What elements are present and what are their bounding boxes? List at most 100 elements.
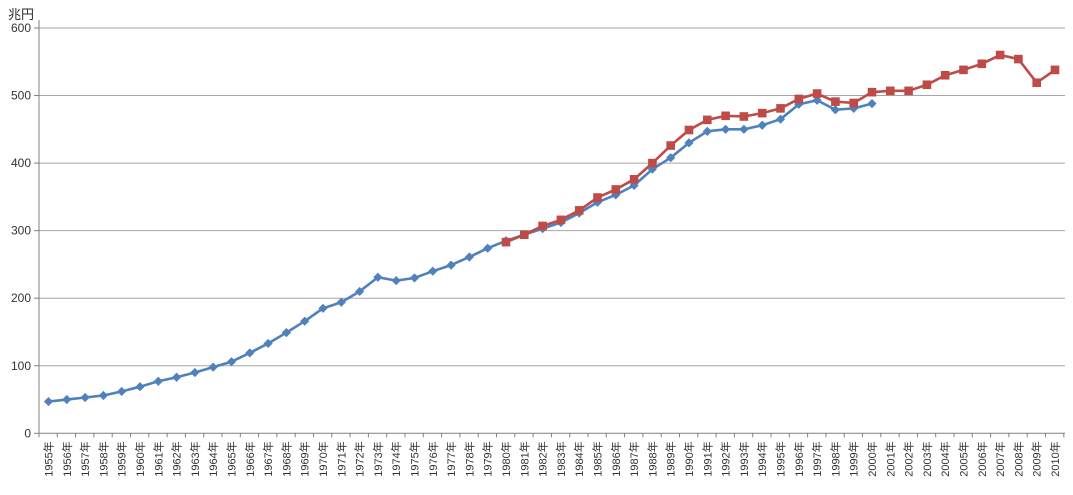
x-tick-label: 1962年 <box>170 441 184 476</box>
y-tick-label: 200 <box>11 291 31 305</box>
red-square-series-marker <box>849 98 858 108</box>
red-square-series-marker <box>959 65 968 75</box>
x-tick-label: 2004年 <box>938 441 952 476</box>
x-tick-label: 1990年 <box>682 441 696 476</box>
x-tick-label: 1993年 <box>737 441 751 476</box>
x-tick-label: 2006年 <box>975 441 989 476</box>
x-tick-label: 2009年 <box>1030 441 1044 476</box>
red-square-series-marker <box>611 185 621 194</box>
x-tick-label: 1972年 <box>353 441 367 476</box>
red-square-series-marker <box>831 97 840 106</box>
blue-diamond-series-marker <box>775 114 786 124</box>
blue-diamond-series-marker <box>391 276 401 286</box>
blue-diamond-series-marker <box>208 362 218 372</box>
x-tick-label: 1981年 <box>517 441 531 476</box>
red-square-series-marker <box>922 80 932 90</box>
blue-diamond-series-marker <box>830 105 840 115</box>
x-tick-label: 2002年 <box>902 441 916 476</box>
blue-diamond-series-marker <box>684 138 694 148</box>
red-square-series-marker <box>867 87 877 97</box>
blue-diamond-series-line <box>47 98 874 403</box>
x-tick-label: 2007年 <box>993 441 1007 476</box>
red-square-series-marker <box>776 104 785 113</box>
x-tick-label: 2010年 <box>1048 441 1062 476</box>
blue-diamond-series-marker <box>98 390 108 401</box>
x-tick-label: 1989年 <box>664 441 678 476</box>
red-square-series-marker <box>593 193 602 202</box>
blue-diamond-series-marker <box>281 328 291 338</box>
blue-diamond-series-marker <box>355 286 365 297</box>
x-tick-label: 1958年 <box>96 441 110 476</box>
blue-diamond-series-marker <box>245 348 255 358</box>
x-tick-label: 1966年 <box>243 441 257 476</box>
blue-diamond-series-marker <box>373 272 383 282</box>
x-tick-label: 1967年 <box>261 441 275 476</box>
red-square-series-marker <box>666 141 675 150</box>
blue-diamond-series-marker <box>409 273 420 283</box>
x-tick-label: 1998年 <box>828 441 842 476</box>
x-tick-label: 1978年 <box>462 441 476 476</box>
blue-diamond-series-marker <box>757 120 767 130</box>
x-tick-label: 1997年 <box>810 441 824 476</box>
red-square-series-marker <box>995 50 1005 60</box>
red-square-series-marker <box>721 111 730 121</box>
x-tick-label: 1994年 <box>755 441 769 476</box>
x-tick-label: 1959年 <box>115 441 129 476</box>
x-tick-label: 1971年 <box>334 441 348 476</box>
blue-diamond-series-marker <box>43 396 54 407</box>
blue-diamond-series-marker <box>446 260 456 270</box>
red-square-series-marker <box>703 115 712 125</box>
blue-diamond-series-marker <box>739 124 749 134</box>
x-tick-label: 1973年 <box>371 441 385 476</box>
blue-diamond-series-marker <box>867 99 877 109</box>
x-tick-label: 2008年 <box>1011 441 1025 476</box>
x-tick-label: 1999年 <box>847 441 861 476</box>
blue-diamond-series-marker <box>80 392 90 403</box>
red-square-series-marker <box>1050 65 1060 75</box>
x-tick-label: 1963年 <box>188 441 202 476</box>
y-tick-label: 400 <box>11 156 31 170</box>
x-tick-label: 1988年 <box>645 441 659 476</box>
red-square-series-marker <box>977 59 987 69</box>
x-tick-label: 1979年 <box>481 441 495 476</box>
blue-diamond-series-marker <box>721 124 731 134</box>
blue-diamond-series-marker <box>153 376 163 386</box>
x-tick-label: 1980年 <box>499 441 513 476</box>
y-tick-label: 100 <box>11 359 31 373</box>
x-tick-label: 1957年 <box>78 441 92 476</box>
x-tick-label: 2000年 <box>865 441 879 476</box>
x-tick-label: 2005年 <box>957 441 971 476</box>
red-square-series-marker <box>886 86 895 96</box>
red-square-series-marker <box>940 70 950 80</box>
red-square-series-marker <box>501 237 511 247</box>
blue-diamond-series-marker <box>117 386 127 397</box>
x-tick-label: 1974年 <box>389 441 403 476</box>
red-square-series-marker <box>1032 78 1041 88</box>
x-tick-label: 1985年 <box>591 441 605 476</box>
blue-diamond-series-marker <box>702 126 712 136</box>
x-tick-label: 1991年 <box>700 441 714 476</box>
x-tick-label: 1977年 <box>444 441 458 476</box>
x-tick-label: 1976年 <box>426 441 440 476</box>
x-tick-label: 1969年 <box>298 441 312 476</box>
red-square-series-marker <box>1014 54 1023 64</box>
red-square-series-marker <box>574 206 584 215</box>
red-square-series-marker <box>904 86 913 96</box>
x-tick-label: 1968年 <box>279 441 293 476</box>
x-tick-label: 1986年 <box>609 441 623 476</box>
blue-diamond-series-marker <box>226 357 237 367</box>
blue-diamond-series-marker <box>483 243 493 253</box>
blue-diamond-series-marker <box>428 266 438 276</box>
x-tick-label: 1955年 <box>42 441 56 476</box>
blue-diamond-series-marker <box>190 367 200 378</box>
x-tick-label: 1975年 <box>408 441 422 476</box>
blue-diamond-series-marker <box>318 303 328 313</box>
x-tick-label: 1960年 <box>133 441 147 476</box>
red-square-series-marker <box>538 221 547 231</box>
blue-diamond-series-marker <box>172 372 182 382</box>
red-square-series-marker <box>739 112 749 121</box>
x-tick-label: 1982年 <box>536 441 550 476</box>
x-tick-label: 1970年 <box>316 441 330 476</box>
blue-diamond-series-marker <box>666 153 676 163</box>
